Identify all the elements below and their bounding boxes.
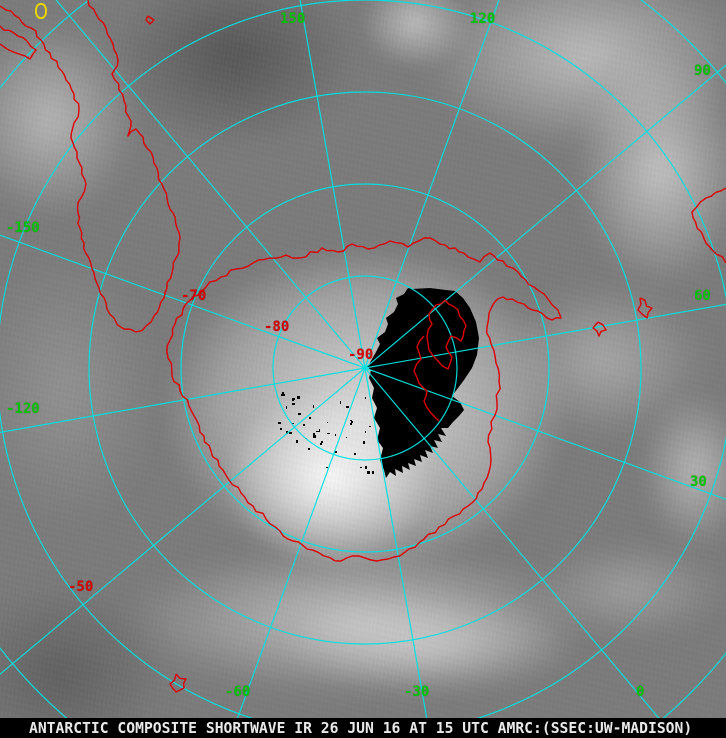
data-dropout-speckle	[326, 467, 328, 468]
longitude-label--30: -30	[404, 684, 430, 700]
data-dropout-speckle	[282, 392, 284, 394]
data-dropout-speckle	[286, 406, 287, 409]
data-dropout-speckle	[303, 424, 305, 426]
ice-contour-a-coastline	[426, 299, 467, 370]
data-dropout-speckle	[297, 396, 300, 399]
data-dropout-speckle	[354, 453, 356, 455]
nz-north-island-coastline	[0, 25, 37, 60]
meridian-90	[364, 64, 726, 369]
data-dropout-speckle	[313, 433, 315, 435]
ice-contour-b-coastline	[413, 335, 440, 422]
latitude-circle--80	[272, 275, 458, 461]
data-dropout-speckle	[289, 432, 292, 434]
longitude-label--150: -150	[6, 220, 40, 236]
meridian--150	[0, 234, 366, 369]
longitude-label-90: 90	[694, 63, 711, 79]
data-dropout-speckle	[313, 405, 314, 408]
right-islet-coastline	[637, 297, 653, 319]
bottom-islet-coastline	[169, 673, 187, 693]
data-dropout-speckle	[281, 394, 282, 396]
small-islet-coastline	[592, 321, 607, 337]
data-dropout-speckle	[360, 467, 362, 468]
right-edge-coast-coastline	[691, 187, 726, 264]
meridian--90	[0, 367, 366, 676]
antarctica-coastline	[166, 237, 562, 562]
top-dot-coastline	[145, 15, 155, 25]
data-dropout-speckle	[316, 431, 319, 432]
data-dropout-speckle	[292, 398, 294, 401]
data-dropout-speckle	[319, 429, 320, 432]
data-dropout-speckle	[292, 403, 295, 405]
data-dropout-speckle	[308, 448, 310, 450]
meridian-150	[299, 0, 366, 369]
data-dropout-speckle	[327, 433, 330, 434]
nz-south-island-coastline	[0, 0, 181, 333]
latitude-label--70: -70	[181, 288, 207, 304]
longitude-label-0: 0	[636, 684, 645, 700]
data-dropout-speckle	[340, 401, 341, 404]
meridian--120	[0, 367, 366, 433]
data-dropout-speckle	[292, 423, 294, 424]
data-dropout-speckle	[313, 435, 316, 438]
data-dropout-speckle	[327, 422, 328, 423]
latitude-label--80: -80	[264, 319, 290, 335]
longitude-label--120: -120	[6, 401, 40, 417]
data-dropout-speckle	[365, 466, 367, 469]
meridian-30	[364, 367, 726, 501]
data-dropout-speckle	[365, 397, 366, 399]
latitude-circle--60	[88, 91, 642, 645]
meridian-180	[55, 0, 366, 369]
data-dropout-speckle	[335, 434, 336, 436]
mcidas-cursor-icon[interactable]	[35, 3, 47, 19]
data-dropout-speckle	[320, 443, 322, 445]
data-dropout-speckle	[351, 421, 353, 423]
longitude-label-120: 120	[470, 11, 496, 27]
data-dropout-speckle	[365, 431, 366, 433]
meridian-60	[364, 303, 726, 369]
longitude-label-30: 30	[690, 474, 707, 490]
data-dropout-speckle	[350, 420, 352, 421]
data-dropout-speckle	[309, 417, 311, 419]
meridian--60	[229, 367, 366, 738]
data-dropout-speckle	[346, 406, 349, 408]
longitude-label--60: -60	[225, 684, 251, 700]
caption-bar: ANTARCTIC COMPOSITE SHORTWAVE IR 26 JUN …	[0, 718, 726, 738]
data-dropout-speckle	[280, 428, 282, 430]
data-dropout-speckle	[321, 441, 323, 443]
data-dropout-speckle	[334, 451, 337, 453]
data-dropout-speckle	[372, 471, 374, 474]
data-dropout-speckle	[282, 394, 285, 396]
data-dropout-speckle	[278, 422, 281, 424]
longitude-label-60: 60	[694, 288, 711, 304]
data-dropout-speckle	[350, 423, 352, 425]
longitude-label-150: 150	[280, 11, 306, 27]
meridian-120	[364, 0, 500, 369]
data-dropout-speckle	[367, 471, 370, 474]
latitude-label--50: -50	[68, 579, 94, 595]
latitude-label--90: -90	[348, 347, 374, 363]
data-dropout-speckle	[369, 426, 371, 427]
data-dropout-speckle	[296, 440, 298, 443]
missing-data-sector	[366, 288, 479, 478]
latitude-circle--70	[180, 183, 550, 553]
data-dropout-speckle	[346, 437, 347, 438]
data-dropout-speckle	[363, 441, 365, 444]
data-dropout-speckle	[298, 413, 301, 415]
meridian--30	[364, 367, 431, 738]
caption-text: ANTARCTIC COMPOSITE SHORTWAVE IR 26 JUN …	[29, 720, 693, 737]
data-dropout-speckle	[286, 431, 288, 434]
